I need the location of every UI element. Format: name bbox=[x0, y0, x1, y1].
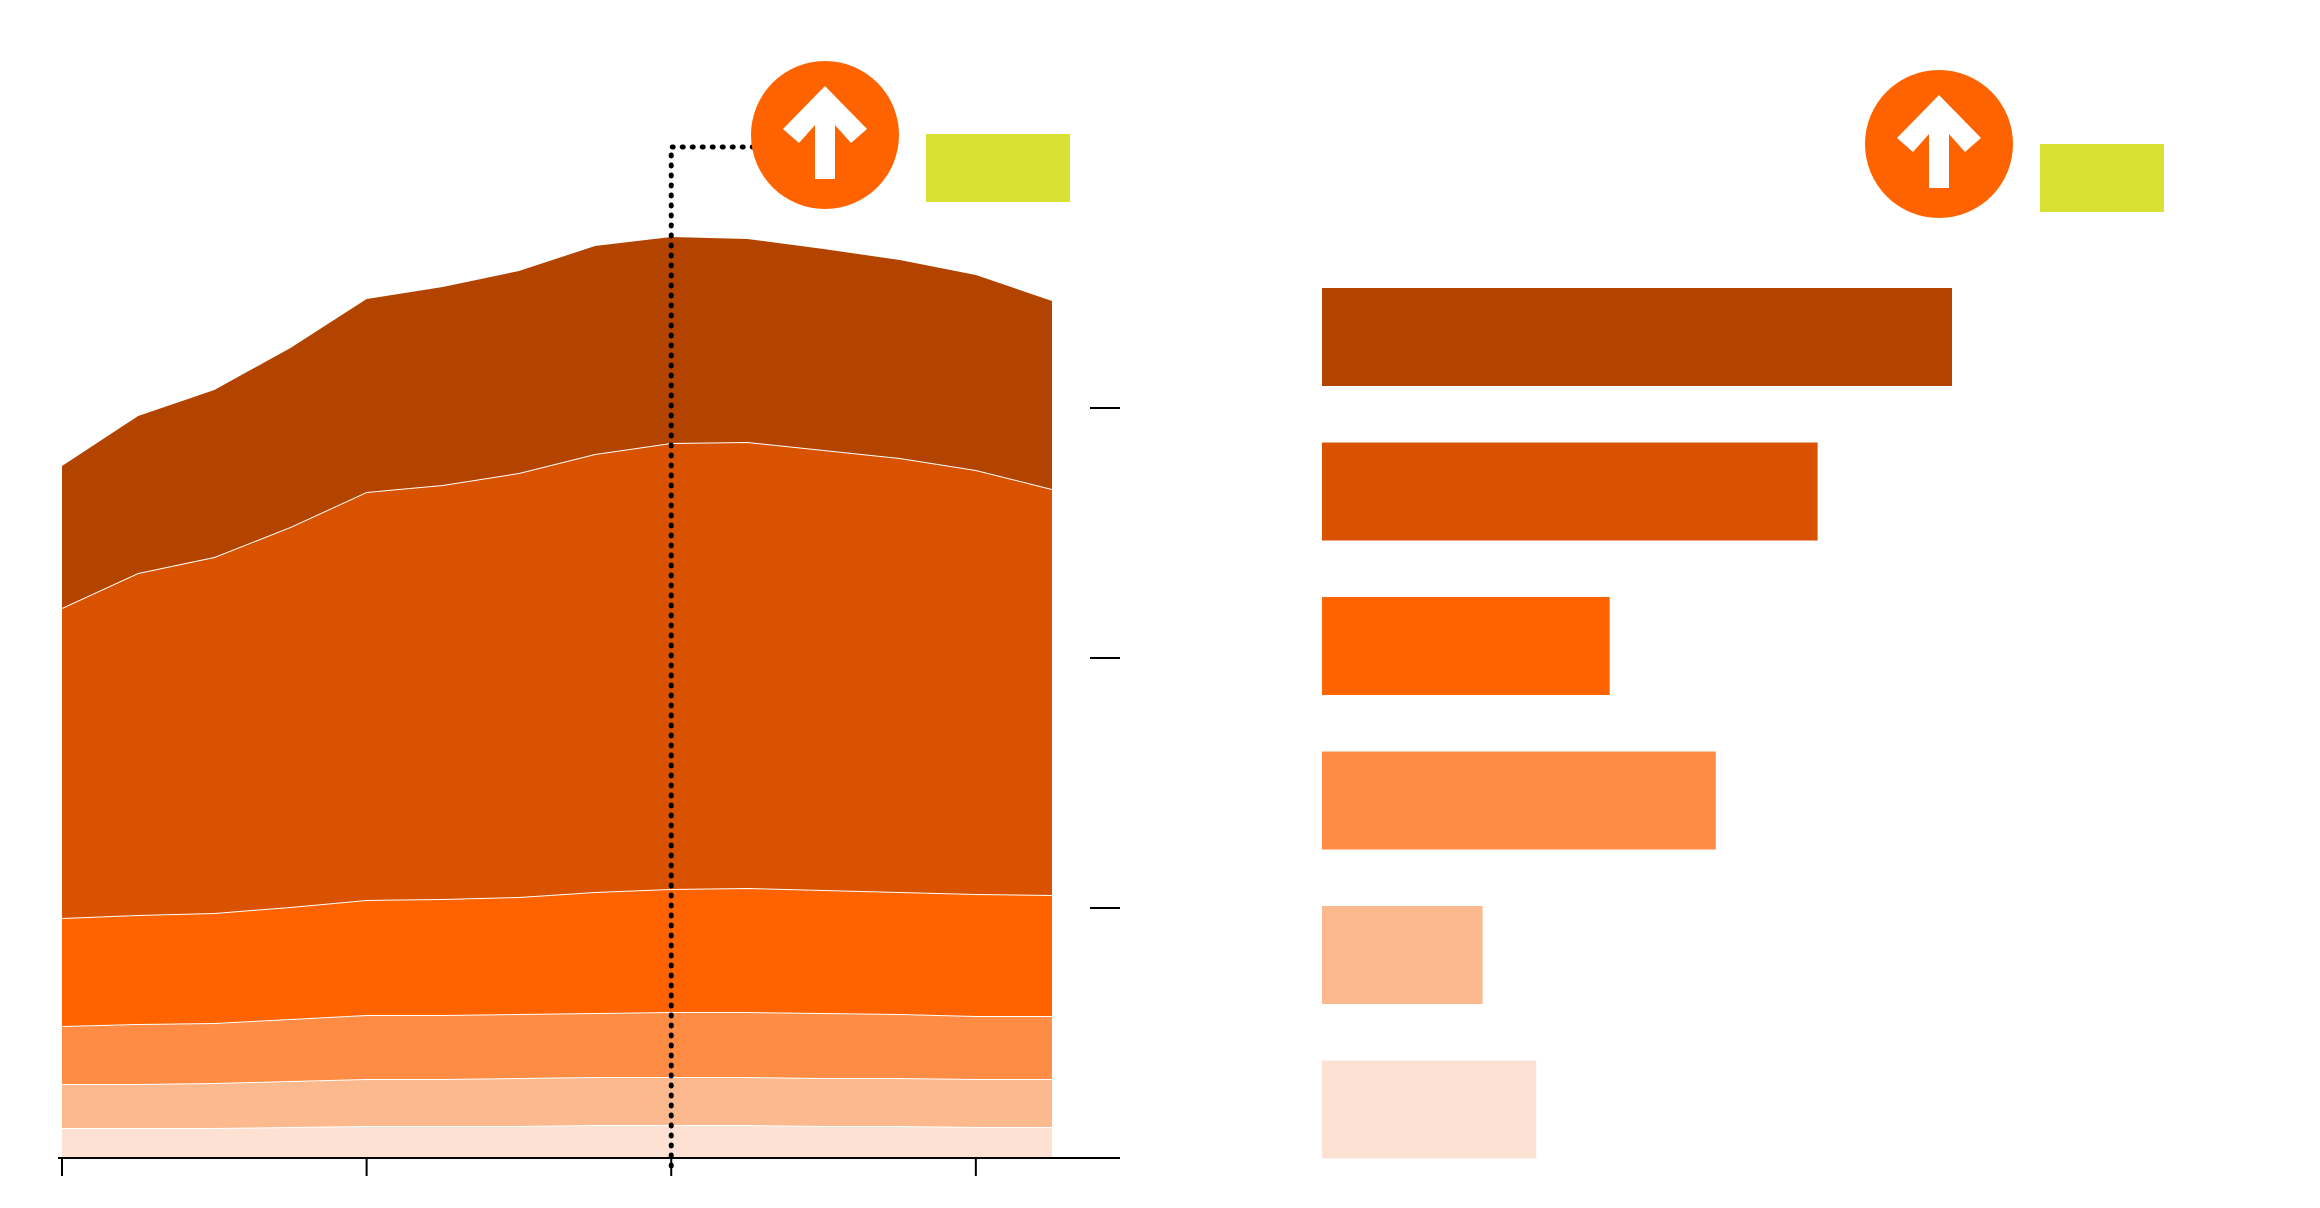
highlight-dotted-line bbox=[668, 144, 757, 1169]
bar-5 bbox=[1322, 906, 1483, 1004]
bar-2 bbox=[1322, 442, 1818, 541]
stacked-area-chart bbox=[61, 237, 1053, 1158]
highlight-box bbox=[926, 134, 1070, 202]
bar-3 bbox=[1322, 597, 1610, 695]
horizontal-bar-chart bbox=[1322, 288, 1952, 1159]
highlight-box bbox=[2040, 144, 2164, 212]
bar-4 bbox=[1322, 751, 1716, 850]
bar-6 bbox=[1322, 1060, 1537, 1159]
area-layer-4 bbox=[62, 888, 1052, 1026]
area-chart-axes bbox=[58, 144, 1120, 1176]
area-layer-3 bbox=[62, 1012, 1052, 1084]
arrow-glyph bbox=[783, 86, 867, 179]
up-arrow-icon bbox=[1865, 70, 2164, 218]
area-layer-2 bbox=[62, 1077, 1052, 1128]
arrow-glyph bbox=[1897, 95, 1981, 188]
up-arrow-icon bbox=[751, 61, 1070, 209]
area-layer-6 bbox=[62, 237, 1052, 608]
bar-1 bbox=[1322, 288, 1952, 386]
area-layer-5 bbox=[62, 442, 1052, 918]
area-layer-1 bbox=[62, 1125, 1052, 1158]
